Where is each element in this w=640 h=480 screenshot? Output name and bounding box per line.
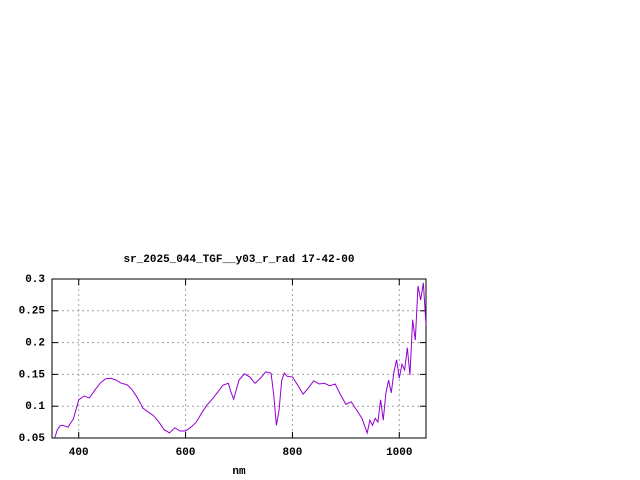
x-tick-label: 800 — [283, 447, 303, 459]
y-tick-label: 0.3 — [25, 274, 45, 286]
x-tick-label: 1000 — [386, 447, 412, 459]
x-tick-label: 600 — [176, 447, 196, 459]
y-tick-label: 0.25 — [19, 306, 46, 318]
x-axis-label: nm — [232, 466, 246, 478]
series-line — [54, 282, 427, 439]
y-tick-label: 0.2 — [25, 338, 45, 350]
y-tick-label: 0.1 — [25, 401, 45, 413]
plot-border — [51, 278, 427, 439]
y-tick-label: 0.05 — [19, 433, 46, 445]
y-tick-label: 0.15 — [19, 369, 46, 381]
x-tick-label: 400 — [69, 447, 89, 459]
chart-title: sr_2025_044_TGF__y03_r_rad 17-42-00 — [123, 254, 354, 266]
